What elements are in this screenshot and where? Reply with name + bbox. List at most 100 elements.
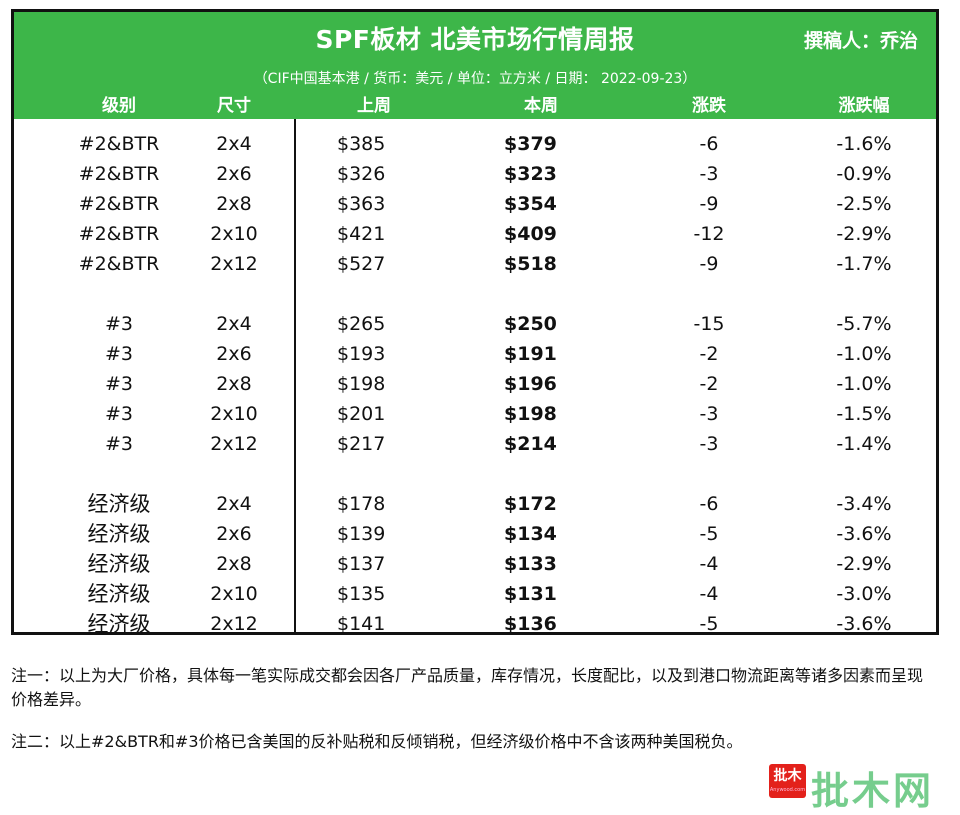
row-grade: #2&BTR xyxy=(78,193,160,215)
row-this-week-price: $518 xyxy=(504,253,557,275)
table-row: #3 2x4 $265 $250 -15 -5.7% xyxy=(14,309,936,339)
table-row: #3 2x8 $198 $196 -2 -1.0% xyxy=(14,369,936,399)
row-this-week-price: $323 xyxy=(504,163,557,185)
row-change: -5 xyxy=(699,613,719,635)
row-last-week-price: $363 xyxy=(337,193,386,215)
table-header: SPF板材 北美市场行情周报 撰稿人：乔治 （CIF中国基本港 / 货币：美元 … xyxy=(14,12,936,119)
row-change: -2 xyxy=(699,343,719,365)
row-size: 2x12 xyxy=(210,613,258,635)
row-size: 2x4 xyxy=(216,133,252,155)
table-row: #2&BTR 2x4 $385 $379 -6 -1.6% xyxy=(14,129,936,159)
row-change: -4 xyxy=(699,553,719,575)
price-table: SPF板材 北美市场行情周报 撰稿人：乔治 （CIF中国基本港 / 货币：美元 … xyxy=(11,9,939,636)
notes-section: 注一：以上为大厂价格，具体每一笔实际成交都会因各厂产品质量，库存情况，长度配比，… xyxy=(11,664,936,754)
row-change: -3 xyxy=(699,433,719,455)
column-header-this-week: 本周 xyxy=(524,96,558,116)
column-header-grade: 级别 xyxy=(102,96,136,116)
row-last-week-price: $139 xyxy=(337,523,386,545)
row-change-pct: -3.0% xyxy=(836,583,892,605)
row-this-week-price: $196 xyxy=(504,373,557,395)
row-last-week-price: $193 xyxy=(337,343,386,365)
logo-text: 批木 xyxy=(773,768,802,784)
table-row: #3 2x12 $217 $214 -3 -1.4% xyxy=(14,429,936,459)
note-2: 注二：以上#2&BTR和#3价格已含美国的反补贴税和反倾销税，但经济级价格中不含… xyxy=(11,732,743,751)
row-last-week-price: $137 xyxy=(337,553,386,575)
table-row: 经济级 2x6 $139 $134 -5 -3.6% xyxy=(14,519,936,549)
table-row: 经济级 2x10 $135 $131 -4 -3.0% xyxy=(14,579,936,609)
row-size: 2x8 xyxy=(216,553,252,575)
column-header-change-pct: 涨跌幅 xyxy=(838,96,890,116)
row-this-week-price: $354 xyxy=(504,193,557,215)
row-this-week-price: $214 xyxy=(504,433,557,455)
row-this-week-price: $136 xyxy=(504,613,557,635)
table-row: 经济级 2x4 $178 $172 -6 -3.4% xyxy=(14,489,936,519)
row-size: 2x12 xyxy=(210,253,258,275)
row-size: 2x6 xyxy=(216,163,252,185)
row-change: -12 xyxy=(693,223,725,245)
row-last-week-price: $421 xyxy=(337,223,386,245)
column-divider xyxy=(294,119,296,632)
row-this-week-price: $379 xyxy=(504,133,557,155)
column-header-size: 尺寸 xyxy=(217,96,251,116)
row-size: 2x6 xyxy=(216,523,252,545)
row-grade: 经济级 xyxy=(87,552,151,576)
table-row: #2&BTR 2x10 $421 $409 -12 -2.9% xyxy=(14,219,936,249)
row-change: -3 xyxy=(699,163,719,185)
report-subtitle: （CIF中国基本港 / 货币：美元 / 单位：立方米 / 日期： 2022-09… xyxy=(253,71,697,87)
row-grade: #2&BTR xyxy=(78,163,160,185)
row-change-pct: -1.5% xyxy=(836,403,892,425)
row-grade: #3 xyxy=(104,313,133,335)
row-last-week-price: $265 xyxy=(337,313,386,335)
row-grade: 经济级 xyxy=(87,582,151,606)
row-this-week-price: $172 xyxy=(504,493,557,515)
row-change: -15 xyxy=(693,313,725,335)
table-row: #3 2x10 $201 $198 -3 -1.5% xyxy=(14,399,936,429)
table-row: #2&BTR 2x8 $363 $354 -9 -2.5% xyxy=(14,189,936,219)
row-change-pct: -2.9% xyxy=(836,223,892,245)
row-grade: 经济级 xyxy=(87,492,151,516)
column-header-change: 涨跌 xyxy=(692,96,726,116)
row-change-pct: -1.0% xyxy=(836,373,892,395)
row-change-pct: -1.6% xyxy=(836,133,892,155)
author-label: 撰稿人：乔治 xyxy=(803,30,918,52)
row-change-pct: -0.9% xyxy=(836,163,892,185)
row-size: 2x4 xyxy=(216,313,252,335)
row-grade: 经济级 xyxy=(87,522,151,546)
row-change-pct: -1.7% xyxy=(836,253,892,275)
row-last-week-price: $385 xyxy=(337,133,386,155)
row-this-week-price: $250 xyxy=(504,313,557,335)
row-this-week-price: $409 xyxy=(504,223,557,245)
row-grade: #3 xyxy=(104,343,133,365)
row-change-pct: -2.5% xyxy=(836,193,892,215)
row-change-pct: -1.0% xyxy=(836,343,892,365)
row-grade: #2&BTR xyxy=(78,133,160,155)
row-last-week-price: $527 xyxy=(337,253,386,275)
table-row: #2&BTR 2x6 $326 $323 -3 -0.9% xyxy=(14,159,936,189)
row-change-pct: -3.6% xyxy=(836,523,892,545)
anywood-logo: 批木 Anywood.com xyxy=(769,764,806,798)
row-this-week-price: $134 xyxy=(504,523,557,545)
row-size: 2x8 xyxy=(216,193,252,215)
row-change: -9 xyxy=(699,193,719,215)
logo-subtext: Anywood.com xyxy=(769,787,806,793)
row-size: 2x6 xyxy=(216,343,252,365)
row-last-week-price: $135 xyxy=(337,583,386,605)
row-change: -2 xyxy=(699,373,719,395)
brand-watermark: 批木网 xyxy=(811,768,935,813)
row-change: -6 xyxy=(699,133,719,155)
row-change: -5 xyxy=(699,523,719,545)
table-row: #3 2x6 $193 $191 -2 -1.0% xyxy=(14,339,936,369)
row-grade: 经济级 xyxy=(87,612,151,636)
row-change: -4 xyxy=(699,583,719,605)
row-last-week-price: $198 xyxy=(337,373,386,395)
row-grade: #3 xyxy=(104,373,133,395)
row-grade: #3 xyxy=(104,403,133,425)
column-header-last-week: 上周 xyxy=(357,96,391,116)
row-grade: #3 xyxy=(104,433,133,455)
row-grade: #2&BTR xyxy=(78,253,160,275)
table-row: 经济级 2x8 $137 $133 -4 -2.9% xyxy=(14,549,936,579)
row-size: 2x12 xyxy=(210,433,258,455)
row-last-week-price: $217 xyxy=(337,433,386,455)
row-change-pct: -1.4% xyxy=(836,433,892,455)
row-size: 2x10 xyxy=(210,223,258,245)
